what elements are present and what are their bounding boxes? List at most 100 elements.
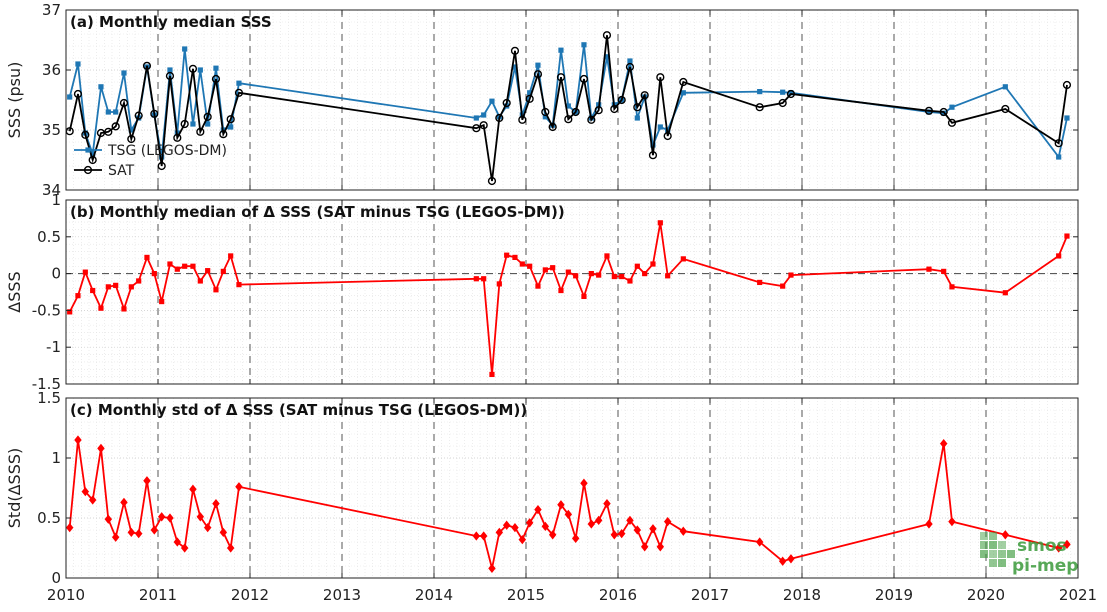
data-point bbox=[1003, 84, 1008, 89]
data-point bbox=[144, 477, 150, 485]
data-point bbox=[588, 520, 594, 528]
data-point bbox=[473, 532, 479, 540]
data-point bbox=[657, 543, 663, 551]
data-point bbox=[681, 256, 686, 261]
data-point bbox=[236, 282, 241, 287]
y-tick-label: 35 bbox=[42, 121, 61, 139]
x-tick-label: 2014 bbox=[415, 586, 453, 604]
logo-cell bbox=[989, 532, 997, 540]
data-point bbox=[589, 271, 594, 276]
data-point bbox=[949, 284, 954, 289]
data-point bbox=[198, 278, 203, 283]
data-point bbox=[129, 284, 134, 289]
x-tick-label: 2012 bbox=[231, 586, 269, 604]
data-point bbox=[642, 271, 647, 276]
x-tick-label: 2013 bbox=[323, 586, 361, 604]
data-point bbox=[175, 267, 180, 272]
data-point bbox=[190, 121, 195, 126]
data-point bbox=[105, 515, 111, 523]
data-point bbox=[604, 253, 609, 258]
data-point bbox=[949, 105, 954, 110]
data-point bbox=[121, 498, 127, 506]
x-tick-label: 2021 bbox=[1059, 586, 1097, 604]
data-point bbox=[780, 284, 785, 289]
legend-label: SAT bbox=[108, 163, 135, 179]
logo-cell bbox=[980, 532, 988, 540]
data-point bbox=[926, 267, 931, 272]
data-point bbox=[75, 436, 81, 444]
data-point bbox=[788, 555, 794, 563]
data-point bbox=[159, 299, 164, 304]
y-tick-label: 0 bbox=[51, 265, 61, 283]
data-point bbox=[481, 276, 486, 281]
data-point bbox=[635, 264, 640, 269]
data-point bbox=[535, 63, 540, 68]
logo-cell bbox=[989, 550, 997, 558]
data-point bbox=[128, 528, 134, 536]
data-point bbox=[152, 271, 157, 276]
data-point bbox=[67, 94, 72, 99]
x-tick-label: 2016 bbox=[599, 586, 637, 604]
watermark-text: smos bbox=[1017, 536, 1067, 556]
x-tick-label: 2011 bbox=[139, 586, 177, 604]
data-point bbox=[566, 270, 571, 275]
x-tick-label: 2018 bbox=[783, 586, 821, 604]
data-point bbox=[658, 124, 663, 129]
data-point bbox=[83, 270, 88, 275]
data-point bbox=[573, 273, 578, 278]
logo-cell bbox=[980, 541, 988, 549]
series-delta-2 bbox=[66, 436, 1070, 572]
data-point bbox=[113, 283, 118, 288]
logo-cell bbox=[980, 550, 988, 558]
data-point bbox=[558, 288, 563, 293]
data-point bbox=[167, 514, 173, 522]
logo-cell bbox=[998, 541, 1006, 549]
data-point bbox=[581, 479, 587, 487]
y-tick-label: -0.5 bbox=[32, 301, 61, 319]
data-point bbox=[520, 261, 525, 266]
logo-cell bbox=[998, 550, 1006, 558]
data-point bbox=[228, 253, 233, 258]
data-point bbox=[926, 520, 932, 528]
y-tick-label: 36 bbox=[42, 61, 61, 79]
data-point bbox=[757, 89, 762, 94]
watermark-text: pi-mep bbox=[1012, 556, 1078, 576]
y-tick-label: 37 bbox=[42, 1, 61, 19]
data-point bbox=[182, 46, 187, 51]
data-point bbox=[98, 306, 103, 311]
data-point bbox=[205, 268, 210, 273]
data-point bbox=[1002, 531, 1008, 539]
data-point bbox=[543, 267, 548, 272]
legend-label: TSG (LEGOS-DM) bbox=[107, 143, 227, 159]
data-point bbox=[474, 276, 479, 281]
data-point bbox=[1064, 233, 1069, 238]
series-delta-1 bbox=[67, 220, 1069, 377]
x-tick-label: 2015 bbox=[507, 586, 545, 604]
data-point bbox=[788, 272, 793, 277]
data-point bbox=[75, 61, 80, 66]
y-tick-label: 1 bbox=[51, 191, 61, 209]
data-point bbox=[190, 264, 195, 269]
data-point bbox=[106, 284, 111, 289]
data-point bbox=[213, 287, 218, 292]
logo-cell bbox=[998, 559, 1006, 567]
data-point bbox=[167, 261, 172, 266]
panel-b: -1.5-1-0.500.51(b) Monthly median of Δ S… bbox=[5, 191, 1078, 393]
data-point bbox=[504, 253, 509, 258]
data-point bbox=[550, 265, 555, 270]
series-tsg-legos-dm- bbox=[67, 42, 1069, 159]
data-point bbox=[121, 306, 126, 311]
data-point bbox=[581, 294, 586, 299]
data-point bbox=[190, 485, 196, 493]
data-point bbox=[627, 278, 632, 283]
data-point bbox=[512, 255, 517, 260]
data-point bbox=[664, 518, 670, 526]
watermark-logo: smospi-mep bbox=[980, 532, 1078, 576]
data-point bbox=[489, 99, 494, 104]
panel-title: (b) Monthly median of Δ SSS (SAT minus T… bbox=[70, 203, 565, 221]
data-point bbox=[480, 532, 486, 540]
data-point bbox=[236, 483, 242, 491]
logo-cell bbox=[989, 541, 997, 549]
data-point bbox=[558, 48, 563, 53]
